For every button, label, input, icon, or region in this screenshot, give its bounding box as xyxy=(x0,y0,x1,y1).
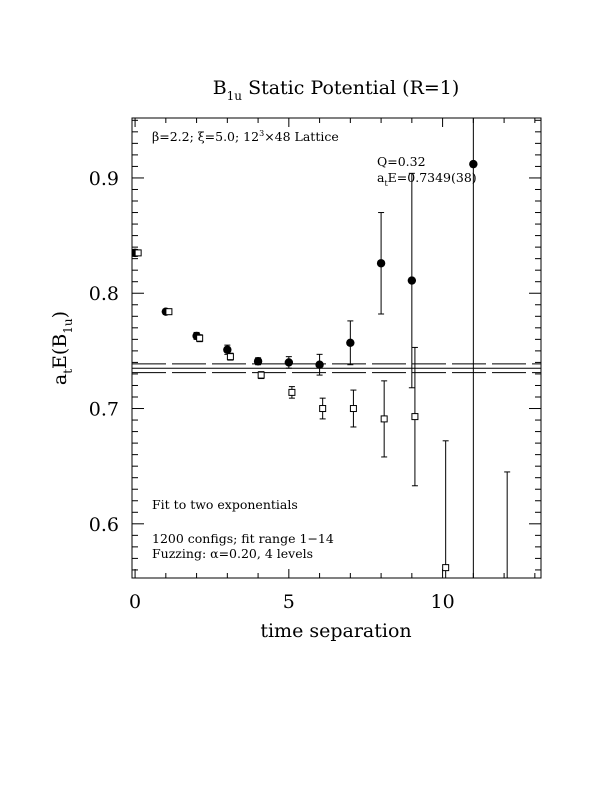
x-tick-label: 5 xyxy=(283,591,295,613)
y-tick-label: 0.9 xyxy=(89,168,119,190)
x-axis-label: time separation xyxy=(260,620,411,642)
data-point-circle xyxy=(253,357,263,366)
fuzzing-annotation: Fuzzing: α=0.20, 4 levels xyxy=(152,546,313,561)
data-point-square xyxy=(257,371,265,379)
data-point-square xyxy=(165,308,173,316)
data-point-square xyxy=(319,405,327,413)
data-point-square xyxy=(380,415,388,423)
data-point-circle xyxy=(223,345,232,354)
data-point-square xyxy=(196,334,204,342)
y-tick-label: 0.7 xyxy=(89,399,119,421)
lattice-annotation: β=2.2; ξ=5.0; 123×48 Lattice xyxy=(152,129,339,144)
data-point-circle xyxy=(469,159,478,169)
x-tick-label: 0 xyxy=(129,591,141,613)
y-tick-label: 0.6 xyxy=(89,514,119,536)
data-point-square xyxy=(442,564,450,572)
q-annotation: Q=0.32 xyxy=(377,154,426,169)
data-point-circle xyxy=(315,360,324,369)
data-point-square xyxy=(411,413,419,421)
data-point-square xyxy=(349,405,357,413)
configs-annotation: 1200 configs; fit range 1−14 xyxy=(152,531,334,546)
fit-band xyxy=(132,363,541,374)
data-point-circle xyxy=(376,259,386,268)
plot-frame xyxy=(131,117,542,579)
data-point-circle xyxy=(346,338,355,348)
axis-tick-labels: 0 5 10 0.6 0.7 0.8 0.9 xyxy=(89,168,455,613)
y-axis-label: atE(B1u) xyxy=(49,311,75,385)
data-point-square xyxy=(288,388,296,396)
title-subscript: 1u xyxy=(227,89,243,103)
data-point-square xyxy=(134,249,142,257)
data-point-circle xyxy=(284,358,294,367)
chart-title: B1u Static Potential (R=1) xyxy=(213,77,460,103)
x-tick-label: 10 xyxy=(431,591,455,613)
data-point-circle xyxy=(407,276,417,285)
data-points xyxy=(132,118,511,590)
data-point-square xyxy=(226,353,234,361)
fit-type-annotation: Fit to two exponentials xyxy=(152,497,298,512)
axis-ticks xyxy=(132,118,541,578)
data-point-square xyxy=(504,584,510,590)
fit-value-annotation: atE=0.7349(38) xyxy=(377,170,477,188)
y-tick-label: 0.8 xyxy=(89,283,119,305)
